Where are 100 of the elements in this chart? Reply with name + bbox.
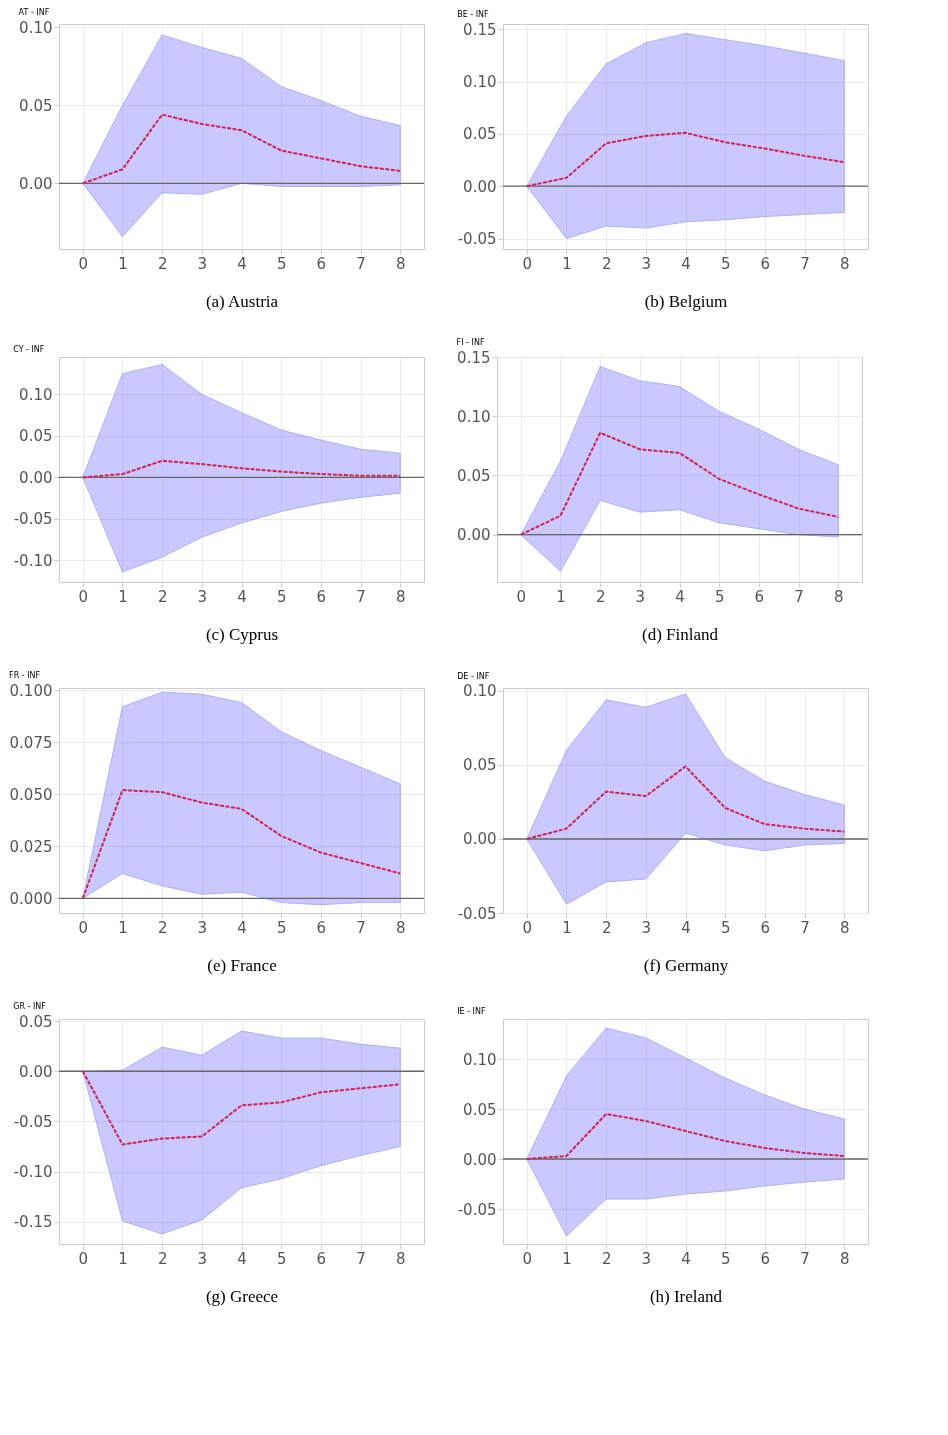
- y-tick-label: 0.05: [457, 466, 491, 485]
- x-tick-label: 2: [595, 587, 606, 606]
- x-tick-label: 0: [522, 1249, 533, 1268]
- y-tick-label: 0.10: [463, 1050, 497, 1069]
- x-tick-label: 5: [276, 918, 287, 937]
- x-tick-label: 1: [562, 254, 572, 273]
- x-tick-label: 6: [316, 254, 327, 273]
- y-tick-label: -0.10: [13, 551, 53, 570]
- x-tick-label: 1: [118, 1249, 128, 1268]
- chart-title: DE - INF: [457, 671, 490, 681]
- x-tick-label: 3: [197, 918, 208, 937]
- x-tick-label: 8: [395, 918, 406, 937]
- x-tick-label: 7: [356, 918, 366, 937]
- x-tick-label: 8: [839, 254, 850, 273]
- x-tick-label: 7: [356, 254, 366, 273]
- x-tick-label: 2: [157, 918, 168, 937]
- x-tick-label: 4: [237, 587, 247, 606]
- line-series: [525, 131, 846, 188]
- x-tick-label: 3: [641, 254, 652, 273]
- y-tick-label: -0.10: [13, 1163, 53, 1182]
- y-tick-label: 0.05: [19, 1012, 53, 1031]
- y-tick-label: 0.05: [463, 125, 497, 144]
- x-tick-label: 2: [157, 254, 168, 273]
- y-tick-label: 0.00: [19, 468, 53, 487]
- x-tick-label: 5: [276, 1249, 287, 1268]
- y-tick-label: 0.10: [463, 73, 497, 92]
- x-tick-label: 3: [197, 587, 208, 606]
- y-tick-label: 0.05: [463, 756, 497, 775]
- x-tick-label: 8: [839, 918, 850, 937]
- x-tick-label: 7: [356, 1249, 366, 1268]
- x-tick-label: 5: [720, 1249, 731, 1268]
- line-series: [81, 459, 402, 479]
- x-tick-label: 0: [516, 587, 527, 606]
- x-tick-label: 6: [754, 587, 765, 606]
- x-tick-label: 2: [157, 587, 168, 606]
- x-tick-label: 4: [681, 918, 691, 937]
- chart-title: IE - INF: [457, 1007, 486, 1016]
- x-tick-label: 8: [833, 587, 844, 606]
- x-tick-label: 6: [760, 918, 771, 937]
- x-axis-title: (h) Ireland: [649, 1286, 723, 1306]
- y-tick-label: -0.05: [457, 230, 497, 249]
- x-tick-label: 8: [395, 587, 406, 606]
- x-tick-label: 6: [316, 587, 327, 606]
- x-tick-label: 4: [681, 254, 691, 273]
- x-tick-label: 8: [839, 1249, 850, 1268]
- x-tick-label: 3: [635, 587, 646, 606]
- chart-title: GR - INF: [13, 1002, 47, 1012]
- y-tick-label: 0.050: [9, 785, 53, 804]
- x-tick-label: 1: [556, 587, 566, 606]
- x-tick-label: 8: [395, 254, 406, 273]
- y-tick-label: 0.15: [463, 20, 497, 39]
- line-series: [525, 1113, 846, 1160]
- line-series: [81, 1070, 402, 1146]
- x-tick-label: 3: [197, 1249, 208, 1268]
- x-tick-label: 6: [316, 918, 327, 937]
- x-tick-label: 4: [237, 918, 247, 937]
- y-tick-label: 0.10: [19, 385, 53, 404]
- chart-title: BE - INF: [457, 10, 490, 20]
- x-axis-title: (c) Cyprus: [205, 624, 279, 644]
- x-tick-label: 1: [118, 587, 128, 606]
- x-tick-label: 0: [78, 1249, 89, 1268]
- x-tick-label: 4: [675, 587, 685, 606]
- x-tick-label: 1: [118, 918, 128, 937]
- line-series: [519, 431, 840, 536]
- x-tick-label: 0: [78, 587, 89, 606]
- x-tick-label: 1: [118, 254, 128, 273]
- y-tick-label: 0.00: [19, 1062, 53, 1081]
- x-tick-label: 1: [562, 1249, 572, 1268]
- y-tick-label: 0.05: [19, 427, 53, 446]
- y-tick-label: -0.05: [13, 510, 53, 529]
- x-tick-label: 0: [522, 254, 533, 273]
- x-tick-label: 4: [237, 1249, 247, 1268]
- x-tick-label: 3: [197, 254, 208, 273]
- x-axis-title: (b) Belgium: [644, 291, 728, 311]
- x-tick-label: 5: [720, 918, 731, 937]
- x-tick-label: 6: [760, 254, 771, 273]
- line-series: [81, 789, 402, 900]
- y-tick-label: 0.10: [457, 407, 491, 426]
- x-tick-label: 2: [157, 1249, 168, 1268]
- y-tick-label: 0.00: [463, 177, 497, 196]
- y-tick-label: 0.05: [19, 96, 53, 115]
- x-tick-label: 5: [714, 587, 725, 606]
- x-axis-title: (a) Austria: [205, 291, 279, 311]
- y-tick-label: 0.10: [19, 18, 53, 37]
- x-tick-label: 7: [356, 587, 366, 606]
- x-tick-label: 5: [276, 587, 287, 606]
- x-tick-label: 2: [601, 918, 612, 937]
- line-series: [525, 765, 846, 840]
- x-axis-title: (e) France: [207, 955, 277, 975]
- y-tick-label: 0.00: [19, 174, 53, 193]
- y-tick-label: -0.15: [13, 1213, 53, 1232]
- x-tick-label: 3: [641, 1249, 652, 1268]
- y-tick-label: -0.05: [13, 1112, 53, 1131]
- chart-title: CY - INF: [13, 345, 45, 354]
- x-axis-title: (g) Greece: [205, 1286, 279, 1306]
- line-series: [81, 113, 402, 185]
- x-tick-label: 5: [720, 254, 731, 273]
- chart-title: FI - INF: [456, 338, 485, 347]
- x-tick-label: 6: [760, 1249, 771, 1268]
- x-tick-label: 7: [800, 254, 810, 273]
